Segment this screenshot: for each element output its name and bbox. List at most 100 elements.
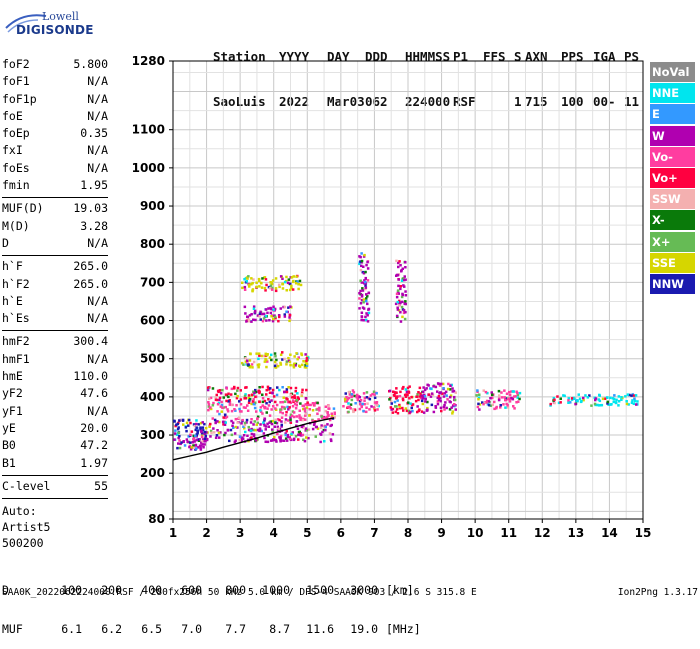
echo-point <box>404 261 407 264</box>
echo-point <box>258 400 261 403</box>
echo-point <box>582 398 585 402</box>
echo-point <box>217 390 220 394</box>
echo-point <box>403 393 407 397</box>
echo-point <box>291 431 294 434</box>
echo-point <box>328 418 332 422</box>
echo-point <box>397 284 400 288</box>
legend-item-vo: Vo+ <box>650 167 695 188</box>
echo-point <box>298 432 302 435</box>
echo-point <box>311 419 314 423</box>
echo-point <box>490 391 493 394</box>
echo-point <box>289 418 292 421</box>
echo-point <box>344 399 347 402</box>
echo-point <box>298 279 302 283</box>
echo-point <box>402 284 405 287</box>
x-tick-label: 10 <box>467 526 484 540</box>
echo-point <box>273 314 276 317</box>
echo-point <box>430 392 434 395</box>
echo-point <box>373 409 377 412</box>
echo-point <box>238 400 241 403</box>
echo-point <box>263 417 267 421</box>
logo-swoosh-icon <box>5 14 47 33</box>
echo-point <box>278 285 281 289</box>
echo-point <box>253 406 257 410</box>
echo-point <box>397 261 400 265</box>
param-name: h`F2 <box>2 276 30 291</box>
echo-point <box>264 425 268 428</box>
echo-point <box>500 396 504 399</box>
echo-point <box>196 429 200 432</box>
y-tick-label: 1280 <box>132 54 165 68</box>
echo-point <box>267 398 270 401</box>
echo-point <box>275 440 278 443</box>
echo-point <box>241 437 245 440</box>
echo-point <box>345 400 349 403</box>
echo-point <box>487 400 491 403</box>
echo-point <box>289 305 292 308</box>
echo-point <box>261 400 265 404</box>
echo-point <box>224 405 227 409</box>
echo-point <box>189 421 192 425</box>
echo-point <box>577 393 580 396</box>
echo-point <box>218 396 222 400</box>
echo-point <box>294 364 297 367</box>
echo-point <box>301 388 304 392</box>
echo-point <box>359 289 362 293</box>
echo-point <box>279 401 282 404</box>
echo-point <box>476 390 479 394</box>
echo-point <box>444 401 447 404</box>
echo-point <box>280 425 283 428</box>
echo-point <box>363 279 366 282</box>
echo-point <box>233 432 237 435</box>
echo-point <box>263 419 266 422</box>
echo-point <box>423 388 427 392</box>
echo-point <box>443 392 447 395</box>
distance-label: D <box>2 583 9 597</box>
echo-point <box>628 393 631 397</box>
echo-point <box>255 423 258 426</box>
echo-point <box>244 360 248 363</box>
echo-point <box>274 355 277 358</box>
echo-point <box>573 397 576 400</box>
echo-point <box>240 361 244 365</box>
echo-point <box>516 396 519 399</box>
echo-point <box>396 308 400 311</box>
echo-point <box>295 424 298 427</box>
echo-point <box>187 435 190 438</box>
echo-point <box>425 387 428 390</box>
echo-point <box>397 265 400 269</box>
echo-point <box>515 390 518 393</box>
param-name: h`Es <box>2 311 30 326</box>
echo-point <box>377 404 380 408</box>
echo-point <box>261 412 264 415</box>
echo-point <box>344 392 347 395</box>
echo-point <box>286 281 290 285</box>
echo-point <box>289 363 292 367</box>
echo-point <box>266 360 269 363</box>
echo-point <box>301 363 304 367</box>
echo-point <box>364 270 367 274</box>
echo-point <box>364 280 367 284</box>
echo-point <box>408 397 411 400</box>
echo-point <box>356 393 359 397</box>
echo-point <box>263 360 267 363</box>
echo-point <box>195 433 198 437</box>
echo-point <box>404 407 408 410</box>
echo-point <box>362 392 366 395</box>
echo-point <box>348 405 351 409</box>
echo-point <box>451 412 454 415</box>
echo-cluster-8 <box>342 389 380 414</box>
echo-point <box>199 421 203 425</box>
echo-point <box>233 408 236 411</box>
y-tick-label: 1000 <box>132 161 165 175</box>
echo-point <box>203 430 207 434</box>
echo-point <box>252 318 255 321</box>
hdr-label-1: YYYY <box>279 49 310 64</box>
echo-point <box>305 406 309 409</box>
echo-point <box>481 401 484 404</box>
echo-point <box>302 424 305 427</box>
echo-point <box>549 404 552 407</box>
echo-point <box>446 387 450 391</box>
echo-point <box>275 393 279 397</box>
echo-point <box>255 281 258 284</box>
